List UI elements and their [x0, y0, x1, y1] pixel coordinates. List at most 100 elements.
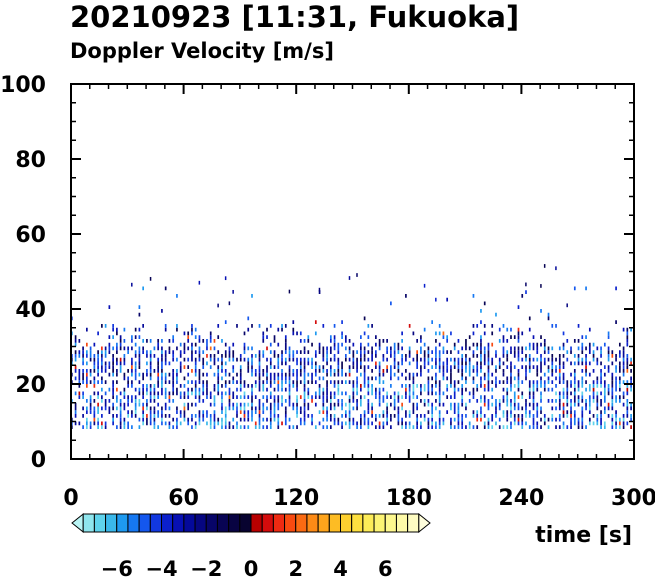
velocity-cell [116, 342, 118, 347]
velocity-cell [183, 350, 186, 354]
velocity-cell [164, 402, 167, 407]
velocity-cell [228, 406, 231, 411]
velocity-cell [600, 417, 602, 426]
velocity-cell [142, 410, 144, 414]
velocity-cell [198, 410, 201, 414]
velocity-cell [495, 350, 497, 354]
velocity-cell [142, 346, 144, 351]
velocity-cell [622, 361, 625, 366]
velocity-cell [446, 376, 449, 381]
velocity-cell [221, 354, 223, 358]
velocity-cell [172, 335, 175, 339]
velocity-cell [266, 387, 268, 392]
velocity-cell [296, 331, 298, 336]
velocity-cell [251, 384, 253, 388]
velocity-cell [562, 380, 565, 384]
velocity-cell [187, 357, 190, 362]
velocity-cell [341, 391, 343, 396]
velocity-cell [401, 331, 403, 336]
velocity-cell [521, 421, 524, 426]
velocity-cell [157, 384, 160, 388]
velocity-cell [191, 369, 193, 373]
velocity-cell [607, 391, 610, 396]
velocity-cell [386, 406, 388, 411]
velocity-cell [149, 361, 152, 366]
velocity-cell [371, 350, 373, 354]
velocity-cell [322, 357, 325, 362]
velocity-cell [153, 354, 156, 358]
velocity-cell [254, 384, 257, 388]
velocity-cell [341, 342, 343, 347]
velocity-cell [352, 342, 355, 347]
velocity-cell [194, 395, 197, 399]
velocity-cell [232, 354, 235, 358]
velocity-cell [277, 342, 280, 347]
velocity-cell [558, 376, 561, 381]
velocity-cell [318, 342, 321, 347]
velocity-cell [194, 421, 197, 426]
velocity-cell [149, 354, 152, 358]
velocity-cell [502, 395, 505, 399]
velocity-cell [161, 376, 163, 381]
velocity-cell [416, 372, 418, 377]
velocity-cell [131, 425, 133, 429]
velocity-cell [89, 410, 92, 414]
velocity-cell [461, 391, 464, 396]
velocity-cell [191, 414, 193, 418]
velocity-cell [405, 354, 407, 358]
velocity-cell [495, 399, 497, 407]
velocity-cell [187, 380, 190, 384]
velocity-cell [427, 369, 430, 373]
velocity-cell [179, 410, 182, 414]
velocity-cell [74, 335, 77, 339]
velocity-cell [408, 384, 411, 388]
velocity-cell [431, 350, 434, 354]
velocity-cell [292, 372, 295, 377]
velocity-cell [86, 350, 88, 354]
velocity-cell [513, 421, 516, 426]
velocity-cell [491, 414, 494, 422]
velocity-cell [528, 384, 531, 388]
velocity-cell [367, 335, 370, 339]
velocity-cell [618, 350, 621, 354]
velocity-cell [577, 421, 580, 426]
velocity-cell [506, 327, 509, 332]
velocity-cell [506, 417, 509, 422]
velocity-cell [375, 414, 377, 418]
velocity-cell [495, 376, 497, 381]
velocity-cell [337, 361, 340, 366]
velocity-cell [562, 406, 565, 411]
velocity-cell [243, 425, 246, 429]
velocity-cell [281, 380, 283, 384]
velocity-cell [600, 376, 602, 381]
velocity-cell [446, 387, 449, 392]
velocity-cell [318, 287, 321, 292]
velocity-cell [401, 372, 403, 377]
velocity-cell [592, 384, 595, 388]
velocity-cell [622, 417, 625, 422]
velocity-cell [142, 406, 144, 411]
velocity-cell [217, 372, 220, 377]
velocity-cell [517, 331, 520, 336]
velocity-cell [326, 350, 328, 354]
velocity-cell [142, 414, 144, 418]
velocity-cell [375, 395, 377, 399]
velocity-cell [292, 406, 295, 411]
velocity-cell [161, 361, 163, 369]
velocity-cell [472, 387, 475, 392]
velocity-cell [239, 417, 242, 422]
velocity-cell [562, 425, 565, 429]
velocity-cell [487, 425, 490, 429]
velocity-cell [588, 346, 591, 354]
velocity-cell [566, 357, 569, 362]
velocity-cell [483, 414, 486, 418]
velocity-cell [258, 361, 261, 366]
colorbar-swatch [351, 513, 364, 533]
velocity-cell [206, 414, 208, 418]
velocity-cell [573, 410, 576, 414]
velocity-cell [82, 414, 84, 418]
velocity-cell [254, 354, 257, 358]
velocity-cell [427, 350, 430, 354]
velocity-cell [468, 391, 471, 396]
velocity-cell [198, 380, 201, 384]
